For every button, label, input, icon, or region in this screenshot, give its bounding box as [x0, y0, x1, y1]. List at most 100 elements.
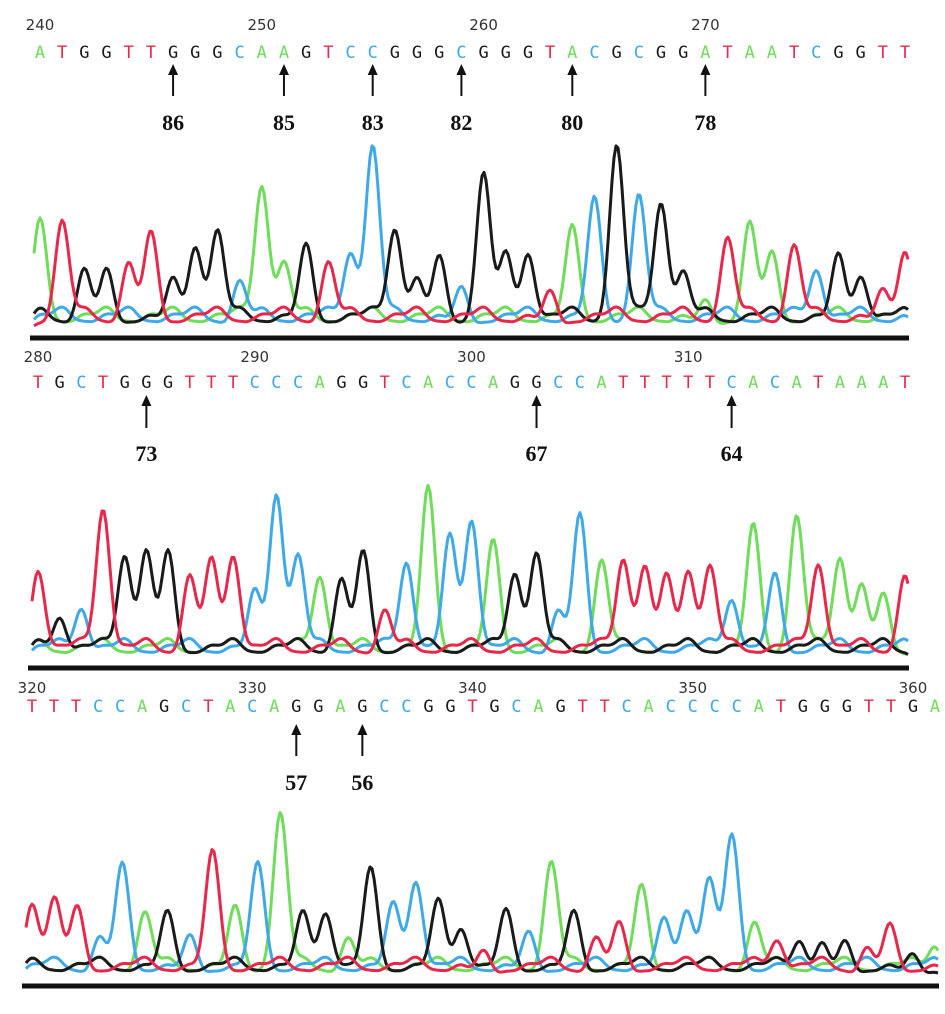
- base-call: G: [163, 373, 173, 393]
- base-call: A: [257, 43, 267, 63]
- trace-t: [24, 848, 939, 974]
- arrowhead-icon: [367, 64, 378, 75]
- base-call: G: [478, 43, 488, 63]
- position-labels: 240 250 260 270: [26, 16, 720, 34]
- position-label: 240: [26, 16, 55, 34]
- base-call: G: [120, 373, 130, 393]
- position-label: 300: [457, 348, 486, 366]
- base-call: T: [900, 373, 910, 393]
- chromatogram-traces: [30, 483, 910, 657]
- base-call: A: [754, 697, 764, 717]
- base-call: C: [511, 697, 521, 717]
- base-call: C: [181, 697, 191, 717]
- base-call: G: [856, 43, 866, 63]
- position-label: 270: [691, 16, 720, 34]
- marker-label: 56: [351, 770, 373, 795]
- base-call: C: [732, 697, 742, 717]
- position-label: 290: [240, 348, 269, 366]
- base-call: A: [269, 697, 279, 717]
- base-call: T: [789, 43, 799, 63]
- base-call: G: [357, 697, 367, 717]
- base-call: A: [748, 373, 758, 393]
- base-call: T: [185, 373, 195, 393]
- base-call: G: [501, 43, 511, 63]
- base-call: C: [293, 373, 303, 393]
- base-call: T: [813, 373, 823, 393]
- base-call: G: [212, 43, 222, 63]
- base-call: A: [857, 373, 867, 393]
- position-label: 260: [469, 16, 498, 34]
- base-call: C: [622, 697, 632, 717]
- base-call: G: [798, 697, 808, 717]
- base-call: C: [811, 43, 821, 63]
- base-call: G: [79, 43, 89, 63]
- arrowhead-icon: [726, 395, 737, 406]
- trace-t: [33, 218, 910, 328]
- base-call: T: [776, 697, 786, 717]
- base-call: C: [589, 43, 599, 63]
- position-label: 310: [674, 348, 703, 366]
- marker-label: 73: [135, 441, 157, 466]
- position-label: 250: [247, 16, 276, 34]
- base-call: G: [190, 43, 200, 63]
- base-call: C: [345, 43, 355, 63]
- base-call: T: [618, 373, 628, 393]
- base-call: C: [688, 697, 698, 717]
- base-call: G: [908, 697, 918, 717]
- base-call: A: [225, 697, 235, 717]
- base-call: G: [101, 43, 111, 63]
- base-call: C: [634, 43, 644, 63]
- base-call: T: [146, 43, 156, 63]
- position-label: 350: [678, 679, 707, 697]
- chromatogram-traces: [32, 144, 910, 328]
- marker-label: 67: [526, 441, 548, 466]
- base-call: T: [864, 697, 874, 717]
- base-call: G: [291, 697, 301, 717]
- base-call: T: [71, 697, 81, 717]
- chromatogram-traces: [24, 811, 940, 975]
- base-call: G: [412, 43, 422, 63]
- base-call: T: [206, 373, 216, 393]
- marker-label: 80: [561, 110, 583, 135]
- base-call: A: [315, 373, 325, 393]
- base-call: T: [661, 373, 671, 393]
- base-call: C: [710, 697, 720, 717]
- base-call: T: [27, 697, 37, 717]
- position-label: 360: [899, 679, 928, 697]
- base-call: C: [234, 43, 244, 63]
- base-call: G: [336, 373, 346, 393]
- trace-g: [32, 144, 909, 324]
- base-call: T: [33, 373, 43, 393]
- base-call: T: [323, 43, 333, 63]
- base-call: G: [523, 43, 533, 63]
- arrowhead-icon: [700, 64, 711, 75]
- base-call: A: [767, 43, 777, 63]
- base-call: A: [423, 373, 433, 393]
- base-call: T: [124, 43, 134, 63]
- base-call: G: [55, 373, 65, 393]
- marker-label: 85: [273, 110, 295, 135]
- base-call: G: [489, 697, 499, 717]
- base-call: C: [76, 373, 86, 393]
- position-label: 280: [24, 348, 53, 366]
- base-call: C: [456, 43, 466, 63]
- base-call: C: [247, 697, 257, 717]
- mutation-markers: 73 67 64: [135, 395, 743, 466]
- base-call: G: [390, 43, 400, 63]
- base-call: G: [423, 697, 433, 717]
- trace-g: [30, 548, 909, 656]
- marker-label: 57: [285, 770, 307, 795]
- base-call: A: [335, 697, 345, 717]
- base-call: T: [467, 697, 477, 717]
- base-call: C: [401, 697, 411, 717]
- base-call: G: [301, 43, 311, 63]
- base-call: G: [434, 43, 444, 63]
- base-call: G: [555, 697, 565, 717]
- marker-label: 82: [450, 110, 472, 135]
- mutation-markers: 86 85 83 82 80 78: [162, 64, 716, 135]
- trace-a: [24, 811, 940, 973]
- base-call: A: [35, 43, 45, 63]
- arrowhead-icon: [168, 64, 179, 75]
